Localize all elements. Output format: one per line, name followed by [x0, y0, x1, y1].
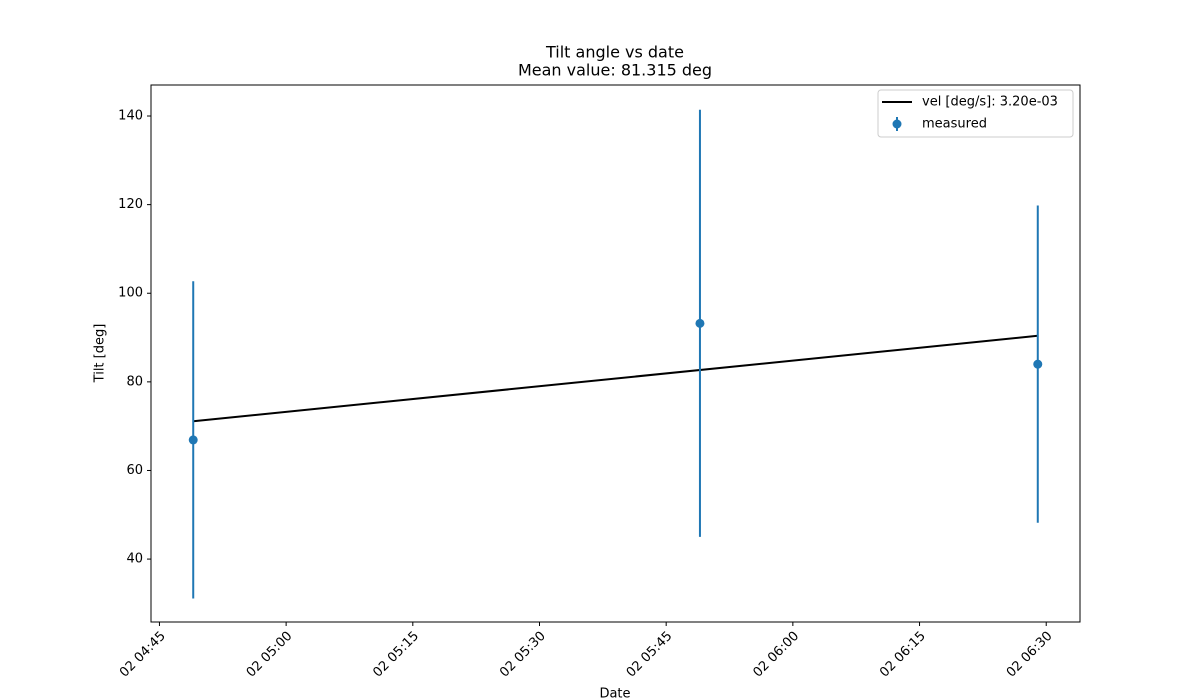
x-tick-label: 02 06:15 [877, 629, 929, 681]
point [188, 435, 198, 445]
x-axis-label: Date [599, 687, 630, 700]
legend-label: measured [922, 117, 987, 132]
point [695, 318, 705, 328]
x-tick-label: 02 05:15 [370, 629, 422, 681]
x-tick-label: 02 05:30 [497, 629, 549, 681]
x-tick-label: 02 05:00 [244, 629, 296, 681]
legend-label: vel [deg/s]: 3.20e-03 [922, 95, 1058, 110]
legend-marker [892, 119, 902, 129]
y-tick-label: 40 [126, 552, 143, 567]
x-tick-label: 02 04:45 [117, 629, 169, 681]
plot-frame [150, 84, 1081, 623]
y-tick-label: 140 [118, 109, 143, 124]
x-tick-label: 02 06:00 [750, 629, 802, 681]
x-tick-label: 02 05:45 [624, 629, 676, 681]
y-tick-label: 100 [118, 286, 143, 301]
point [1033, 359, 1043, 369]
y-axis-label: Tilt [deg] [93, 324, 108, 384]
chart-title: Tilt angle vs date [545, 43, 684, 62]
fit-line [193, 334, 1038, 423]
y-tick-label: 60 [126, 463, 143, 478]
x-tick-label: 02 06:30 [1004, 629, 1056, 681]
y-tick-label: 80 [126, 374, 143, 389]
chart-subtitle: Mean value: 81.315 deg [518, 61, 712, 80]
legend-box [877, 89, 1074, 138]
y-tick-label: 120 [118, 197, 143, 212]
